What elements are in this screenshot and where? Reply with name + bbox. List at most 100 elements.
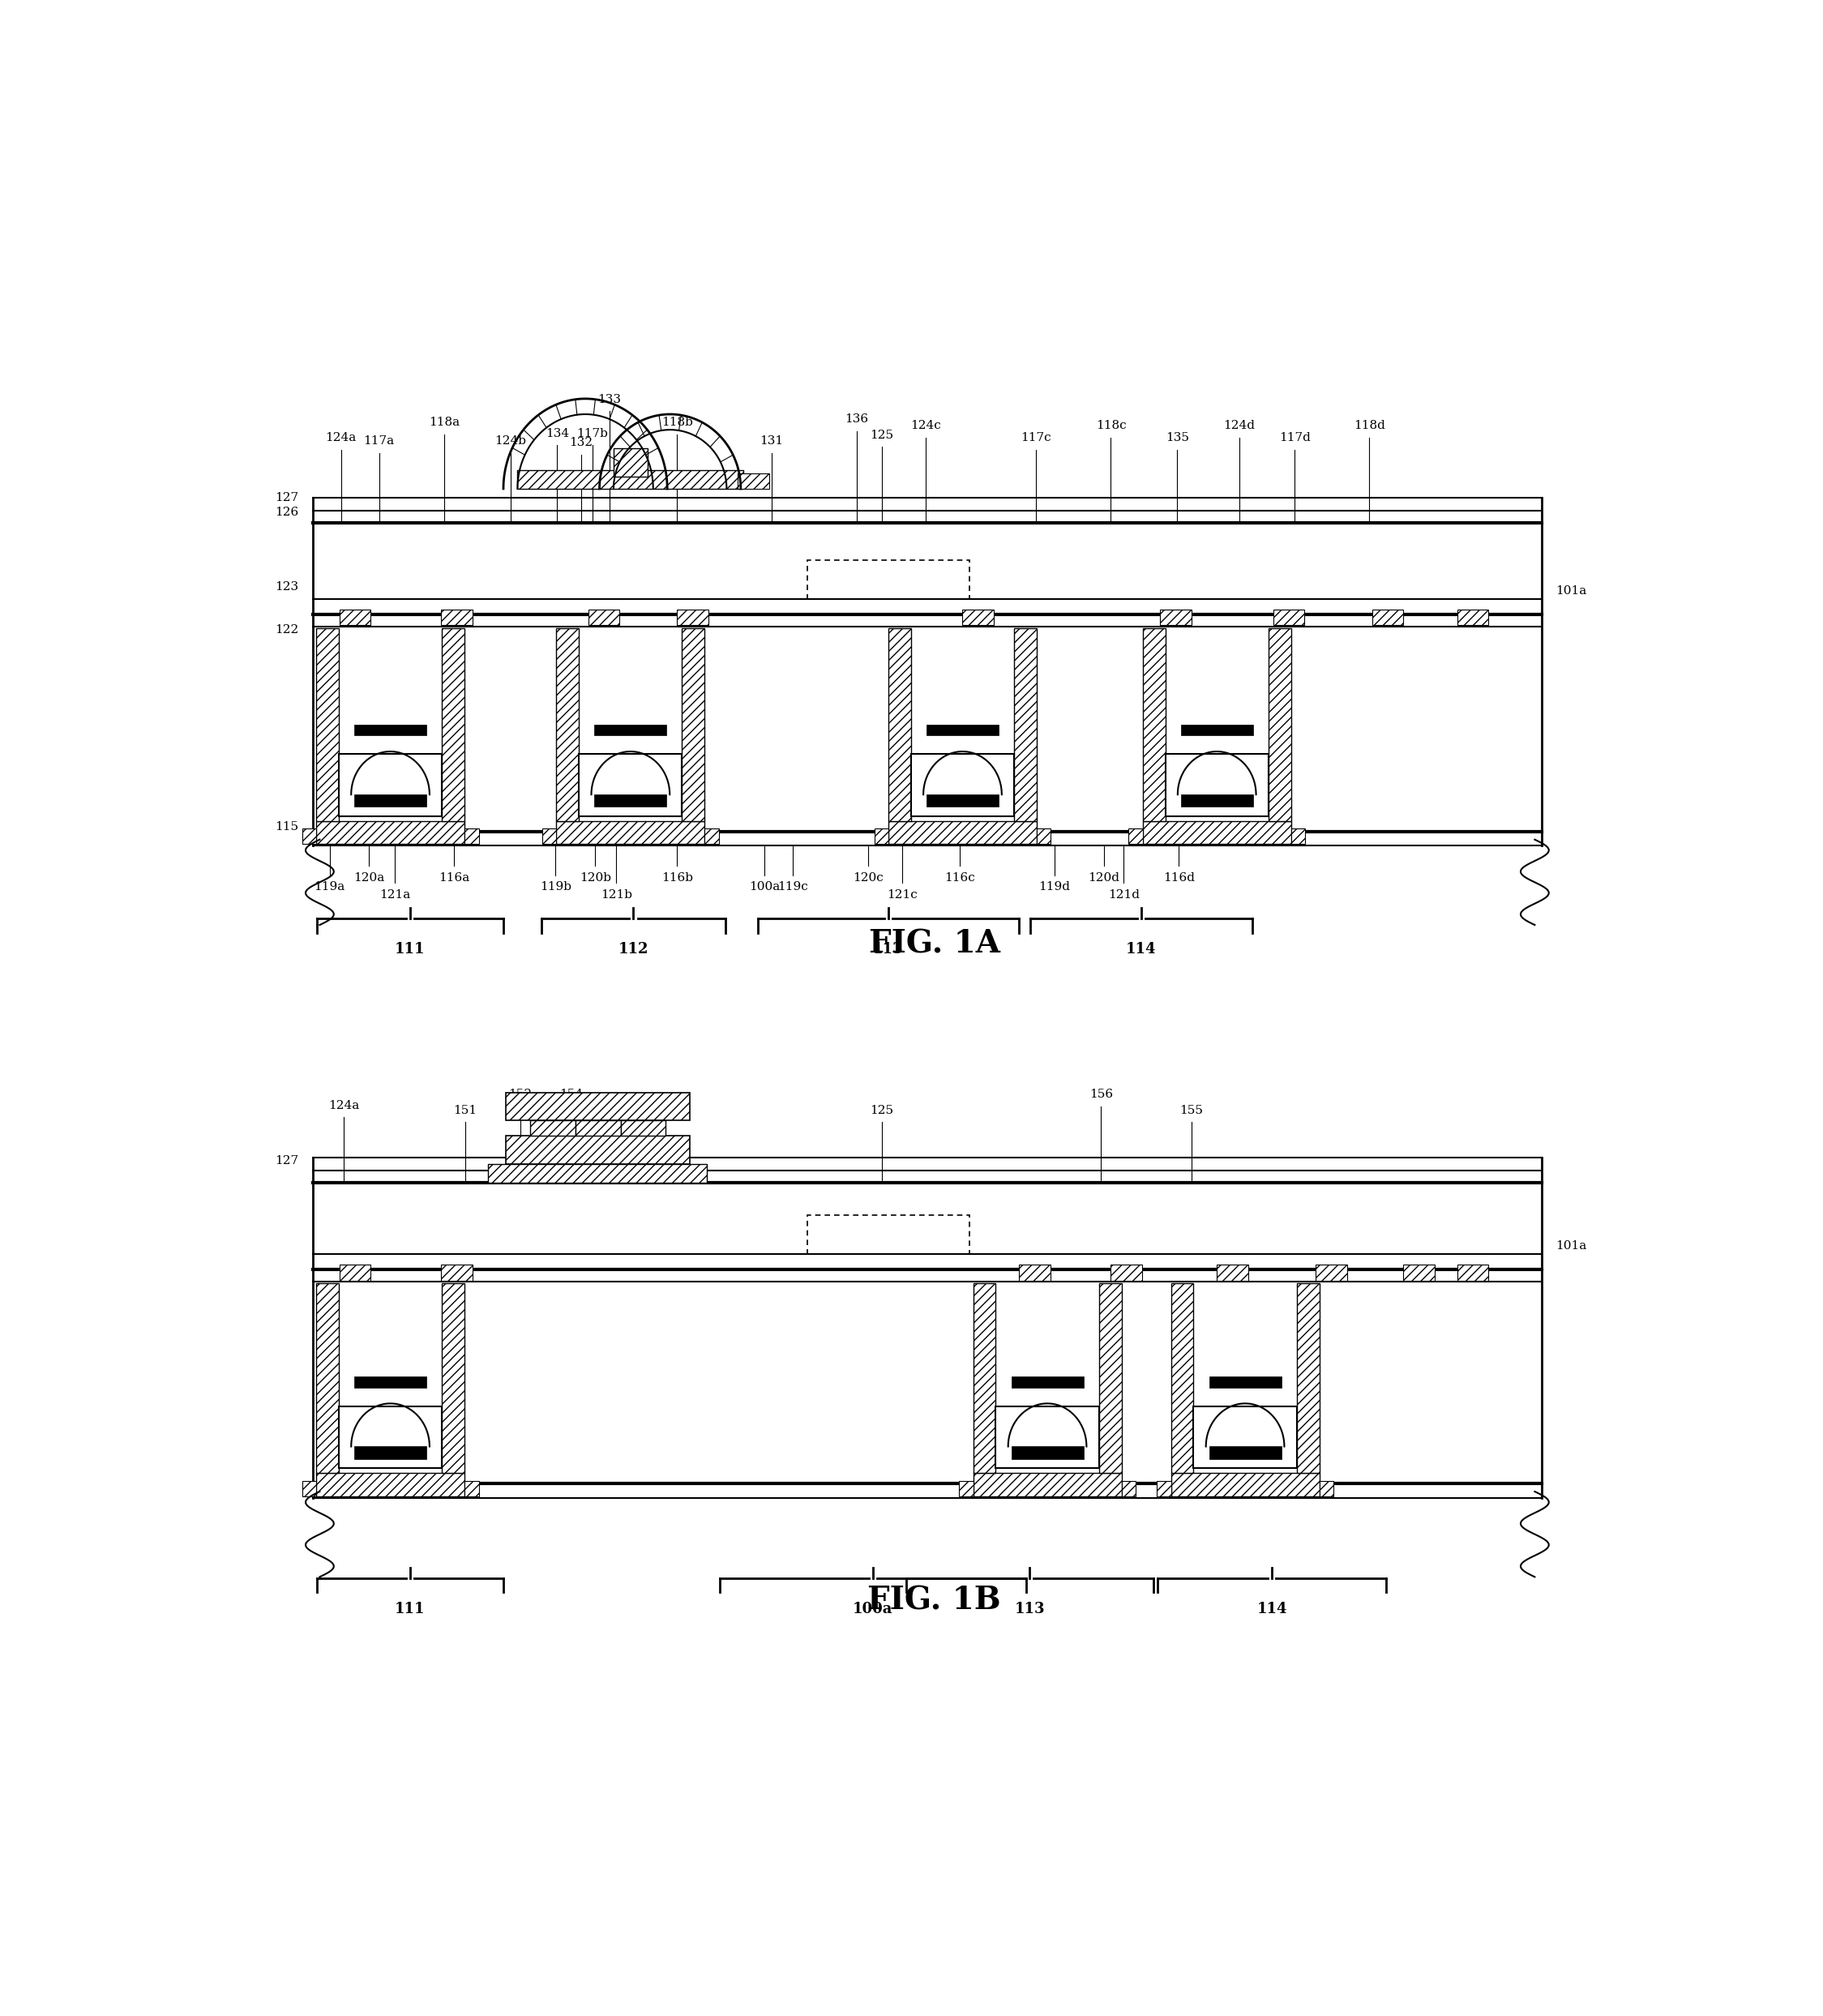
- Bar: [465, 1480, 479, 1496]
- Bar: [1012, 1447, 1083, 1460]
- Bar: [1296, 1284, 1320, 1474]
- Text: 124a: 124a: [328, 1101, 359, 1111]
- Bar: [1457, 1264, 1488, 1280]
- Text: 112: 112: [618, 941, 649, 958]
- Text: 135: 135: [1165, 431, 1189, 444]
- Bar: [912, 629, 1014, 821]
- Bar: [441, 609, 472, 625]
- Bar: [441, 1284, 465, 1474]
- Bar: [303, 829, 315, 845]
- Text: 113: 113: [873, 941, 904, 958]
- Bar: [339, 609, 370, 625]
- Text: 154: 154: [560, 1089, 583, 1101]
- Bar: [1019, 1264, 1050, 1280]
- Text: 134: 134: [545, 427, 569, 439]
- Text: 117c: 117c: [1021, 431, 1052, 444]
- Bar: [354, 724, 427, 736]
- Bar: [339, 1284, 441, 1474]
- Bar: [1165, 754, 1269, 816]
- Text: FIG. 1A: FIG. 1A: [868, 927, 1001, 960]
- Text: 124a: 124a: [324, 431, 357, 444]
- Text: 101a: 101a: [1557, 585, 1588, 597]
- Text: 116a: 116a: [438, 873, 470, 883]
- Bar: [1194, 1284, 1296, 1474]
- Bar: [808, 1216, 970, 1254]
- Text: 119b: 119b: [540, 881, 571, 893]
- Bar: [556, 629, 580, 821]
- Bar: [1320, 1480, 1333, 1496]
- Text: 127: 127: [275, 492, 299, 504]
- Text: 119d: 119d: [1039, 881, 1070, 893]
- Bar: [315, 1284, 339, 1474]
- Bar: [1170, 1474, 1320, 1496]
- Bar: [580, 754, 682, 816]
- Bar: [303, 1480, 315, 1496]
- Bar: [926, 724, 999, 736]
- Bar: [541, 829, 556, 845]
- Bar: [315, 1474, 465, 1496]
- Bar: [1099, 1284, 1121, 1474]
- Text: 126: 126: [275, 506, 299, 518]
- Text: 155: 155: [1179, 1105, 1203, 1117]
- Bar: [1170, 1284, 1194, 1474]
- Text: 124b: 124b: [494, 435, 527, 448]
- Text: 118a: 118a: [428, 417, 459, 427]
- Bar: [1014, 629, 1037, 821]
- Text: 156: 156: [1088, 1089, 1112, 1101]
- Bar: [1194, 1407, 1296, 1468]
- Text: 125: 125: [870, 429, 893, 442]
- Bar: [1012, 1377, 1083, 1387]
- Bar: [339, 754, 441, 816]
- Bar: [1269, 629, 1291, 821]
- Bar: [489, 1163, 707, 1183]
- Bar: [995, 1284, 1099, 1474]
- Text: 120d: 120d: [1088, 873, 1119, 883]
- Bar: [888, 629, 912, 821]
- Text: 118c: 118c: [1096, 419, 1127, 431]
- Bar: [614, 448, 647, 476]
- Bar: [589, 609, 620, 625]
- Bar: [1037, 829, 1050, 845]
- Bar: [441, 1264, 472, 1280]
- Text: 121a: 121a: [379, 889, 410, 901]
- Bar: [556, 821, 706, 845]
- Bar: [594, 724, 667, 736]
- Bar: [1209, 1377, 1282, 1387]
- Bar: [339, 1407, 441, 1468]
- Bar: [1404, 1264, 1435, 1280]
- Text: FIG. 1B: FIG. 1B: [868, 1585, 1001, 1615]
- Text: 153: 153: [534, 1105, 558, 1117]
- Bar: [441, 629, 465, 821]
- Bar: [339, 1264, 370, 1280]
- Bar: [1218, 1264, 1249, 1280]
- Bar: [1291, 829, 1305, 845]
- Text: 120c: 120c: [853, 873, 882, 883]
- Bar: [1110, 1264, 1141, 1280]
- Bar: [1181, 724, 1252, 736]
- Text: 115: 115: [275, 821, 299, 833]
- Text: 131: 131: [760, 435, 784, 448]
- Text: 121b: 121b: [600, 889, 633, 901]
- Text: 117d: 117d: [1278, 431, 1311, 444]
- Text: 133: 133: [598, 393, 622, 405]
- Text: 124d: 124d: [1223, 419, 1256, 431]
- Bar: [1128, 829, 1143, 845]
- Text: 132: 132: [569, 437, 592, 448]
- Bar: [808, 560, 970, 599]
- Bar: [315, 629, 339, 821]
- Bar: [339, 629, 441, 821]
- Bar: [1121, 1480, 1136, 1496]
- Text: 114: 114: [1127, 941, 1156, 958]
- Bar: [963, 609, 994, 625]
- Bar: [706, 829, 718, 845]
- Bar: [354, 1377, 427, 1387]
- Text: 111: 111: [396, 1603, 425, 1617]
- Bar: [875, 829, 888, 845]
- Bar: [1143, 629, 1165, 821]
- Bar: [580, 629, 682, 821]
- Bar: [888, 821, 1037, 845]
- Text: 116d: 116d: [1163, 873, 1194, 883]
- Text: 113: 113: [1014, 1603, 1045, 1617]
- Bar: [738, 474, 769, 488]
- Text: 101a: 101a: [1557, 1240, 1588, 1252]
